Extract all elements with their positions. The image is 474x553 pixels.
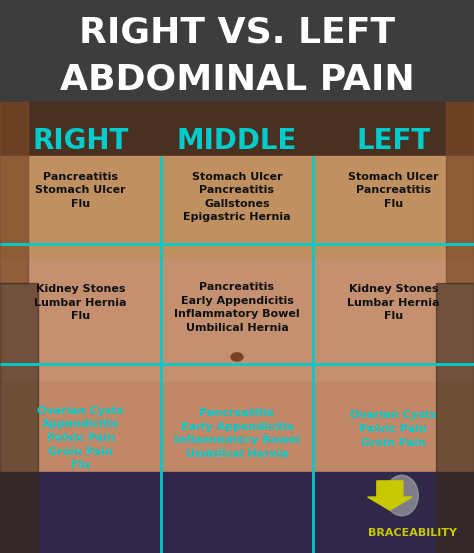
Text: Ovarian Cysts
Pelvic Pain
Groin Pain: Ovarian Cysts Pelvic Pain Groin Pain <box>350 410 437 448</box>
Text: Pancreatitis
Early Appendicitis
Inflammatory Bowel
Umbilical Hernia: Pancreatitis Early Appendicitis Inflamma… <box>174 408 300 459</box>
Text: Ovarian Cysts
Appendicitis
Pelvic Pain
Groin Pain
Flu: Ovarian Cysts Appendicitis Pelvic Pain G… <box>37 406 124 470</box>
Text: Pancreatitis
Stomach Ulcer
Flu: Pancreatitis Stomach Ulcer Flu <box>35 171 126 209</box>
Bar <box>436 283 474 553</box>
Text: ABDOMINAL PAIN: ABDOMINAL PAIN <box>60 63 414 97</box>
Bar <box>0 102 28 283</box>
Ellipse shape <box>231 353 243 361</box>
Bar <box>446 102 474 283</box>
Text: LEFT: LEFT <box>356 127 430 155</box>
Bar <box>0 156 474 260</box>
Bar <box>0 472 474 553</box>
Bar <box>0 102 474 156</box>
Text: Kidney Stones
Lumbar Hernia
Flu: Kidney Stones Lumbar Hernia Flu <box>34 284 127 321</box>
Text: Pancreatitis
Early Appendicitis
Inflammatory Bowel
Umbilical Hernia: Pancreatitis Early Appendicitis Inflamma… <box>174 282 300 333</box>
Bar <box>0 382 474 472</box>
Bar <box>0 283 38 553</box>
Bar <box>0 260 474 382</box>
Text: BRACEABILITY: BRACEABILITY <box>368 528 457 538</box>
Text: RIGHT: RIGHT <box>32 127 129 155</box>
Text: MIDDLE: MIDDLE <box>177 127 297 155</box>
Text: RIGHT VS. LEFT: RIGHT VS. LEFT <box>79 15 395 50</box>
Text: Stomach Ulcer
Pancreatitis
Gallstones
Epigastric Hernia: Stomach Ulcer Pancreatitis Gallstones Ep… <box>183 171 291 222</box>
Polygon shape <box>368 481 412 510</box>
Text: Kidney Stones
Lumbar Hernia
Flu: Kidney Stones Lumbar Hernia Flu <box>347 284 440 321</box>
Ellipse shape <box>385 475 418 516</box>
Text: Stomach Ulcer
Pancreatitis
Flu: Stomach Ulcer Pancreatitis Flu <box>348 171 439 209</box>
